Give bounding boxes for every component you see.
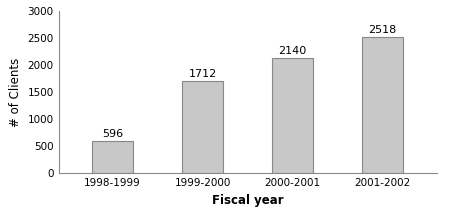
Y-axis label: # of Clients: # of Clients [9, 57, 22, 127]
Bar [92, 141, 133, 173]
Text: 1712: 1712 [189, 69, 216, 79]
Text: 2140: 2140 [279, 46, 306, 56]
X-axis label: Fiscal year: Fiscal year [212, 194, 284, 207]
Bar [182, 81, 223, 173]
Bar [362, 37, 403, 173]
Bar [272, 57, 313, 173]
Text: 2518: 2518 [369, 25, 396, 35]
Text: 596: 596 [102, 129, 123, 139]
